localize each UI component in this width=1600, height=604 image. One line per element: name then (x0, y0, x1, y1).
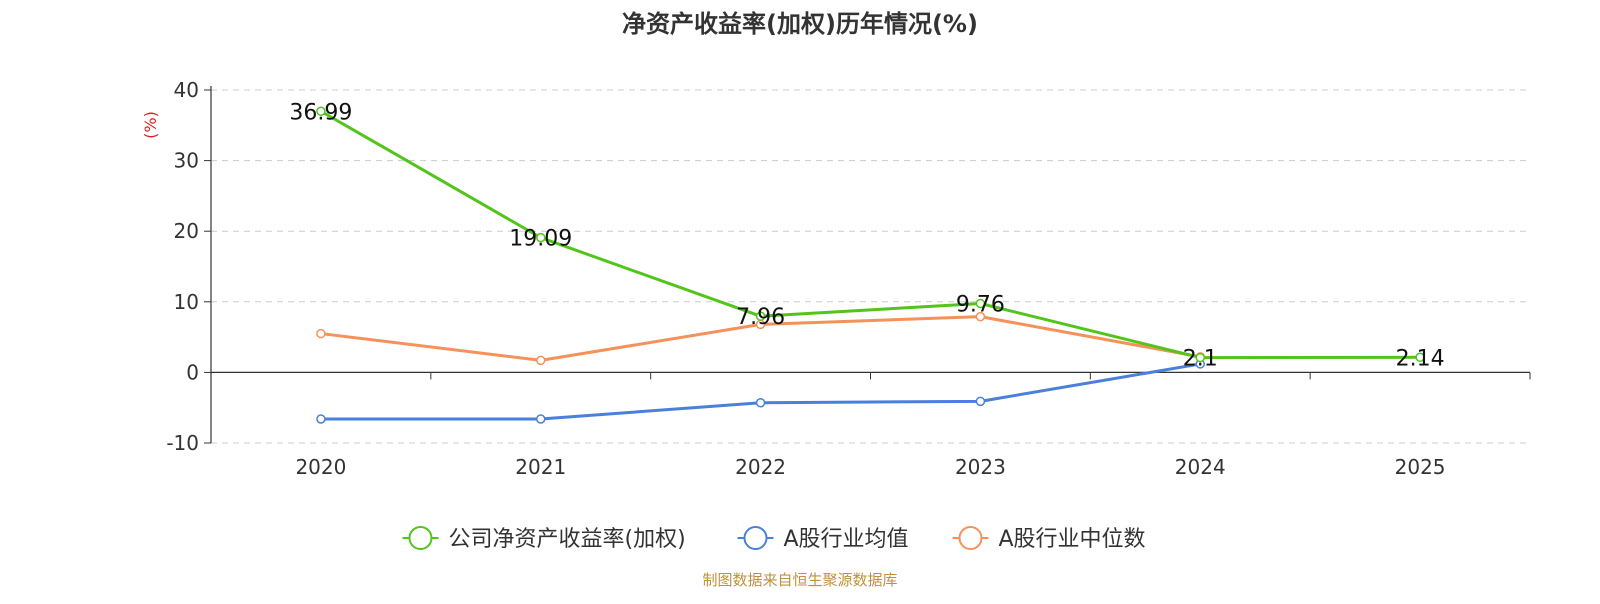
series-line (320, 109, 1421, 360)
y-tick-label: 20 (174, 219, 199, 243)
data-point[interactable] (975, 396, 986, 407)
data-point[interactable] (316, 106, 326, 117)
legend-label: 公司净资产收益率(加权) (449, 527, 686, 552)
data-point[interactable] (755, 398, 766, 408)
legend-item[interactable]: A股行业均值 (737, 526, 909, 552)
series-lines (316, 106, 1425, 424)
legend-label: A股行业中位数 (999, 527, 1146, 552)
legend-marker-icon (958, 526, 983, 550)
data-point[interactable] (755, 311, 766, 321)
x-tick-label: 2021 (515, 455, 566, 479)
data-point[interactable] (1195, 352, 1205, 363)
legend[interactable]: 公司净资产收益率(加权) A股行业均值 A股行业中位数 (402, 526, 1146, 552)
source-note: 制图数据来自恒生聚源数据库 (702, 571, 897, 589)
legend-item[interactable]: A股行业中位数 (952, 526, 1146, 552)
data-point[interactable] (975, 298, 986, 309)
chart-title: 净资产收益率(加权)历年情况(%) (622, 10, 978, 38)
x-tick-label: 2023 (955, 455, 1006, 479)
data-label: 2.1 (1183, 347, 1218, 372)
y-tick-label: 0 (186, 360, 199, 384)
data-label: 36.99 (289, 100, 352, 125)
legend-label: A股行业均值 (784, 527, 909, 552)
y-tick-label: -10 (166, 431, 199, 455)
x-tick-label: 2024 (1175, 455, 1226, 479)
data-label: 7.96 (736, 305, 785, 330)
series-1 (316, 359, 1205, 424)
y-tick-label: 30 (174, 149, 199, 173)
data-point[interactable] (975, 311, 986, 322)
data-point[interactable] (536, 232, 546, 243)
data-point[interactable] (536, 355, 546, 366)
x-tick-label: 2025 (1395, 455, 1446, 479)
legend-marker-icon (743, 526, 768, 550)
y-tick-label: 10 (174, 290, 199, 314)
data-point[interactable] (316, 414, 326, 424)
legend-marker-icon (408, 526, 433, 550)
data-point[interactable] (536, 414, 546, 424)
data-point[interactable] (316, 328, 326, 339)
axes: 40 30 20 10 0 -10 2020 2021 2022 2023 2024 2025 (166, 78, 1531, 479)
y-tick-label: 40 (174, 78, 199, 102)
data-label: 9.76 (956, 292, 1005, 317)
grid-lines (211, 89, 1530, 444)
x-tick-label: 2020 (295, 455, 346, 479)
y-axis-label: (%) (141, 111, 160, 139)
x-tick-label: 2022 (735, 455, 786, 479)
data-point[interactable] (1415, 352, 1425, 363)
data-label: 19.09 (509, 227, 572, 252)
data-labels: 36.99 19.09 7.96 9.76 2.1 2.14 (289, 100, 1444, 371)
legend-item[interactable]: 公司净资产收益率(加权) (402, 526, 686, 552)
series-0 (316, 106, 1425, 363)
data-label: 2.14 (1396, 346, 1445, 371)
